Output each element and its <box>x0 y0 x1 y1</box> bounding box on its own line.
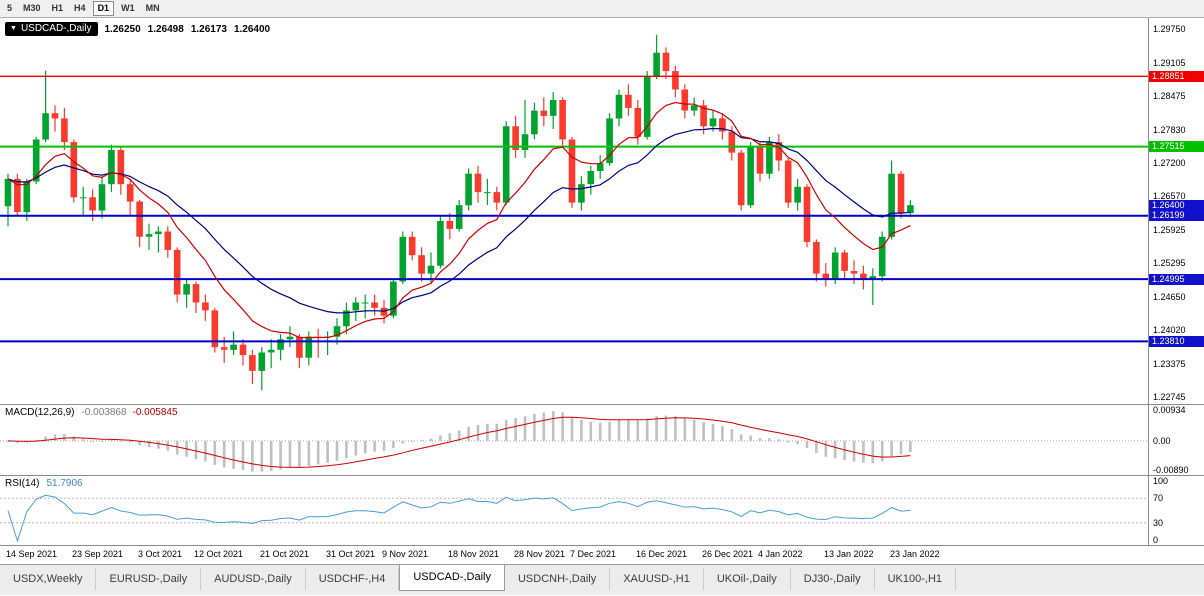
date-axis-label: 12 Oct 2021 <box>194 549 244 559</box>
price-axis-label: 1.26570 <box>1153 191 1186 202</box>
timeframe-button-w1[interactable]: W1 <box>121 3 135 13</box>
chart-tab-usdchf[interactable]: USDCHF-,H4 <box>306 568 400 590</box>
price-axis-label: 1.22745 <box>1153 392 1186 403</box>
ma-slow-line <box>7 127 911 314</box>
timeframe-button-m30[interactable]: M30 <box>23 3 41 13</box>
rsi-header: RSI(14) 51.7906 <box>5 478 83 489</box>
macd-chart[interactable] <box>0 405 1148 475</box>
macd-axis-label: -0.00890 <box>1153 465 1189 475</box>
date-axis-label: 23 Jan 2022 <box>890 549 940 559</box>
panel-separator[interactable] <box>0 475 1204 476</box>
date-axis-label: 28 Nov 2021 <box>514 549 566 559</box>
rsi-axis-label: 70 <box>1153 493 1164 504</box>
date-axis-label: 18 Nov 2021 <box>448 549 500 559</box>
collapse-arrow-icon[interactable]: ▼ <box>10 24 17 32</box>
macd-axis-label: 0.00934 <box>1153 405 1186 415</box>
date-axis-label: 26 Dec 2021 <box>702 549 754 559</box>
timeframe-toolbar: 5 M30 H1 H4 D1 W1 MN <box>0 0 1204 18</box>
timeframe-button-5[interactable]: 5 <box>7 3 13 13</box>
chart-tab-usdx[interactable]: USDX,Weekly <box>0 568 97 590</box>
macd-title: MACD(12,26,9) <box>5 407 75 418</box>
rsi-value: 51.7906 <box>46 478 83 489</box>
rsi-line <box>7 494 911 543</box>
chart-tab-eurusd[interactable]: EURUSD-,Daily <box>96 568 202 590</box>
macd-signal-value: -0.005845 <box>132 407 178 418</box>
rsi-chart[interactable] <box>0 476 1148 545</box>
timeframe-button-h4[interactable]: H4 <box>74 3 86 13</box>
rsi-axis-label: 100 <box>1153 476 1169 486</box>
macd-header: MACD(12,26,9) -0.003868 -0.005845 <box>5 407 178 418</box>
date-axis-label: 16 Dec 2021 <box>636 549 688 559</box>
symbol-label: USDCAD-,Daily <box>20 23 92 34</box>
date-axis-label: 31 Oct 2021 <box>326 549 376 559</box>
level-price-badge: 1.24995 <box>1149 273 1204 285</box>
macd-axis-label: 0.00 <box>1153 435 1171 446</box>
date-axis-label: 4 Jan 2022 <box>758 549 803 559</box>
current-price-badge: 1.26400 <box>1149 199 1204 211</box>
price-axis-label: 1.24020 <box>1153 325 1186 336</box>
timeframe-button-h1[interactable]: H1 <box>51 3 64 13</box>
level-price-badge: 1.26199 <box>1149 210 1204 222</box>
price-axis-label: 1.24650 <box>1153 292 1186 303</box>
ohlc-high: 1.26498 <box>147 23 184 35</box>
candles-group <box>4 34 914 391</box>
macd-main-value: -0.003868 <box>81 407 127 418</box>
date-axis-label: 3 Oct 2021 <box>138 549 183 559</box>
price-axis-label: 1.25295 <box>1153 258 1186 269</box>
macd-indicator-panel: MACD(12,26,9) -0.003868 -0.005845 0.00934 0… <box>0 405 1204 475</box>
rsi-axis[interactable]: 100 70 30 0 <box>1148 476 1204 545</box>
timeframe-button-mn[interactable]: MN <box>145 3 160 13</box>
panel-separator[interactable] <box>0 545 1204 546</box>
time-axis[interactable]: 14 Sep 2021 23 Sep 2021 3 Oct 2021 12 Oct 2… <box>0 546 1204 564</box>
ohlc-low: 1.26173 <box>190 23 227 35</box>
candlestick-chart[interactable] <box>0 18 1148 404</box>
chart-tab-ukoil[interactable]: UKOil-,Daily <box>704 568 791 590</box>
chart-tab-xauusd[interactable]: XAUUSD-,H1 <box>610 568 704 590</box>
rsi-axis-label: 0 <box>1153 535 1159 545</box>
price-axis[interactable]: 1.29750 1.29105 1.28851 1.28475 1.27830 1.275… <box>1148 18 1204 404</box>
chart-tab-dj30[interactable]: DJ30-,Daily <box>791 568 875 590</box>
level-price-badge: 1.27515 <box>1149 141 1204 153</box>
date-axis-label: 9 Nov 2021 <box>382 549 429 559</box>
price-axis-label: 1.29750 <box>1153 24 1186 34</box>
ohlc-open: 1.26250 <box>104 23 141 35</box>
date-axis-label: 14 Sep 2021 <box>6 549 58 559</box>
chart-tab-audusd[interactable]: AUDUSD-,Daily <box>201 568 306 590</box>
price-axis-label: 1.29105 <box>1153 58 1186 68</box>
date-axis-label: 21 Oct 2021 <box>260 549 310 559</box>
chart-header: ▼ USDCAD-,Daily 1.26250 1.26498 1.26173 … <box>5 22 270 36</box>
date-axis-label: 23 Sep 2021 <box>72 549 124 559</box>
price-axis-label: 1.28475 <box>1153 91 1186 102</box>
level-price-badge: 1.23810 <box>1149 335 1204 347</box>
chart-tab-uk100[interactable]: UK100-,H1 <box>875 568 957 590</box>
main-chart-panel: ▼ USDCAD-,Daily 1.26250 1.26498 1.26173 … <box>0 18 1204 404</box>
chart-tab-usdcad[interactable]: USDCAD-,Daily <box>399 565 505 591</box>
level-price-badge: 1.28851 <box>1149 70 1204 82</box>
chart-tab-usdcnh[interactable]: USDCNH-,Daily <box>505 568 611 590</box>
price-axis-label: 1.27830 <box>1153 125 1186 135</box>
rsi-title: RSI(14) <box>5 478 40 489</box>
macd-signal-line <box>7 416 911 468</box>
rsi-axis-label: 30 <box>1153 517 1164 528</box>
symbol-badge[interactable]: ▼ USDCAD-,Daily <box>5 22 98 36</box>
ohlc-close: 1.26400 <box>233 23 271 35</box>
date-axis-label: 7 Dec 2021 <box>570 549 617 559</box>
price-axis-label: 1.27200 <box>1153 158 1186 169</box>
chart-tabs-bar: USDX,Weekly EURUSD-,Daily AUDUSD-,Daily USD… <box>0 564 1204 595</box>
price-axis-label: 1.23375 <box>1153 359 1186 370</box>
date-axis-label: 13 Jan 2022 <box>824 549 874 559</box>
ma-fast-line <box>7 101 911 339</box>
rsi-indicator-panel: RSI(14) 51.7906 100 70 30 0 <box>0 476 1204 545</box>
price-axis-label: 1.25925 <box>1153 225 1186 236</box>
panel-separator[interactable] <box>0 404 1204 405</box>
macd-axis[interactable]: 0.00934 0.00 -0.00890 <box>1148 405 1204 475</box>
timeframe-button-d1[interactable]: D1 <box>92 1 115 16</box>
macd-histogram <box>6 411 912 472</box>
